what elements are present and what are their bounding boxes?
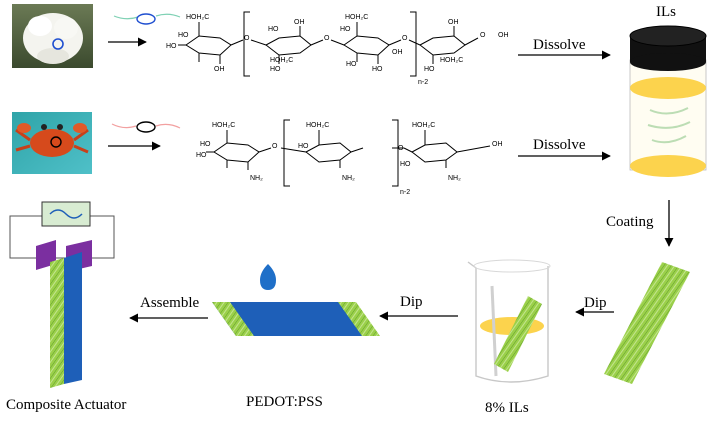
chitosan-structure [206,119,491,187]
ils-label: ILs [656,4,676,20]
repeat-unit-label: n-2 [400,189,410,196]
chem-group: HO [372,66,383,73]
chem-group: HO [340,26,351,33]
cellulose-fiber-sketch-icon [113,13,181,25]
chem-group: OH [294,19,305,26]
chem-group: O [398,145,404,152]
dissolve-mid-label: Dissolve [533,137,586,153]
dip-right-label: Dip [584,295,607,311]
chem-group: HOH₂C [412,122,435,129]
chem-group: OH [214,66,225,73]
chem-group: OH [498,32,509,39]
chem-group: HO [346,61,357,68]
beaker [467,259,551,383]
chem-group: O [402,35,408,42]
dissolve-top-label: Dissolve [533,37,586,53]
droplet-icon [260,264,276,290]
chem-group: HOH₂C [212,122,235,129]
chem-group: HO [166,43,177,50]
chem-group: HO [400,161,411,168]
chem-group: HO [270,66,281,73]
chem-group: HOH₂C [270,57,293,64]
repeat-unit-label: n-2 [418,79,428,86]
chem-group: OH [492,141,503,148]
coated-fiber-strip [604,262,690,384]
coating-label: Coating [606,214,654,230]
assemble-label: Assemble [140,295,200,311]
chem-group: O [244,35,250,42]
ils-jar [629,25,707,177]
chem-group: O [272,143,278,150]
chem-group: HO [424,66,435,73]
chem-group: HO [200,141,211,148]
chem-group: HO [178,32,189,39]
dip-mid-label: Dip [400,294,423,310]
composite-actuator [9,201,115,388]
cellulose-structure [178,11,479,77]
chem-group: HOH₂C [345,14,368,21]
chem-group: HOH₂C [440,57,463,64]
chem-group: HO [298,143,309,150]
pedot-pss-label: PEDOT:PSS [246,394,323,410]
cellulose-labels: HOH₂C HO HO OH O HO HO OH HOH₂C O O HO H… [166,14,509,86]
chem-group: HOH₂C [306,122,329,129]
chem-group: HOH₂C [186,14,209,21]
chitosan-fiber-sketch-icon [111,121,181,133]
crab-photo [12,112,92,174]
chem-group: HO [268,26,279,33]
chem-group: HO [196,152,207,159]
chem-group: O [324,35,330,42]
pedot-pss-film [212,264,380,336]
chitosan-labels: HOH₂C HO HO NH₂ O HOH₂C HO NH₂ O HOH₂C H… [196,122,503,196]
mushroom-photo [12,4,93,68]
chem-group: OH [392,49,403,56]
chem-group: OH [448,19,459,26]
chem-group: NH₂ [448,175,461,182]
chem-group: NH₂ [342,175,355,182]
chem-group: O [480,32,486,39]
composite-actuator-label: Composite Actuator [6,397,126,413]
chem-group: NH₂ [250,175,263,182]
ils-8-label: 8% ILs [485,400,529,416]
